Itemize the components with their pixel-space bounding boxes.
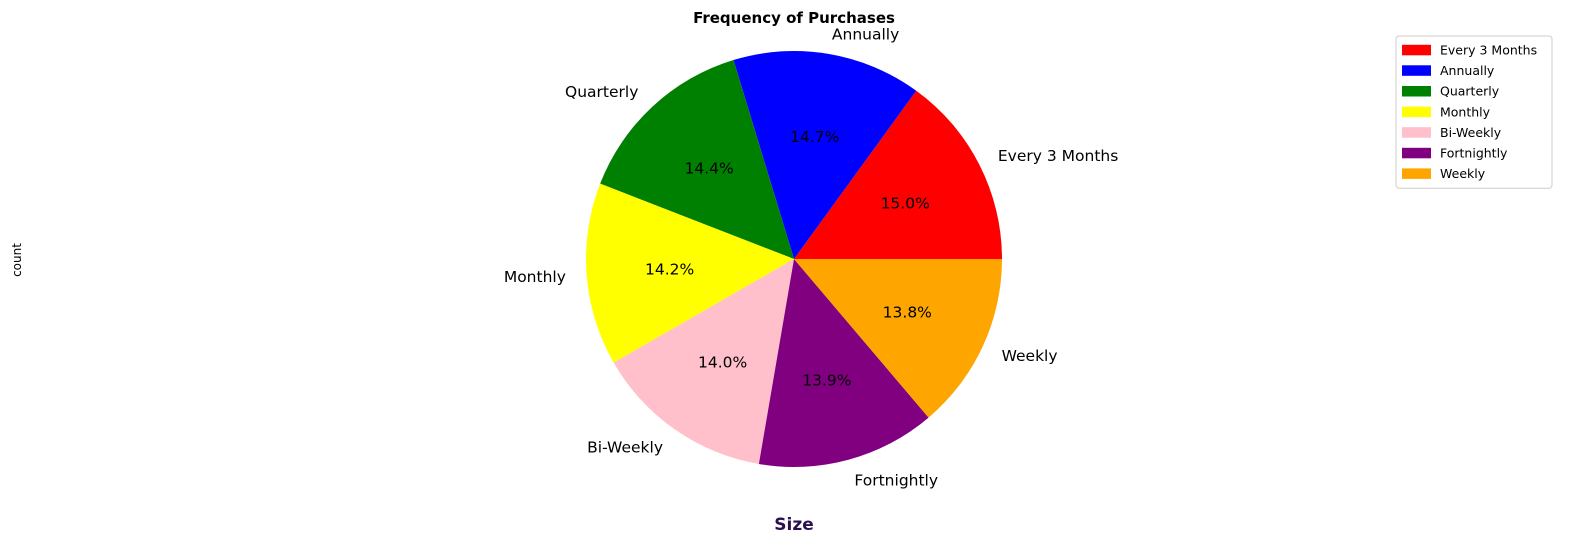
slice-label-weekly: Weekly [1002, 347, 1058, 365]
legend-label-fortnightly: Fortnightly [1440, 146, 1508, 161]
y-axis-label: count [10, 243, 24, 277]
pct-label-fortnightly: 13.9% [802, 371, 851, 389]
chart-title: Frequency of Purchases [693, 9, 895, 27]
legend-label-monthly: Monthly [1440, 104, 1491, 119]
percentage-labels: 15.0% 14.7% 14.4% 14.2% 14.0% 13.9% 13.8% [645, 128, 932, 390]
legend-label-weekly: Weekly [1440, 166, 1486, 181]
legend-frame [1395, 35, 1553, 189]
pct-label-weekly: 13.8% [883, 303, 932, 321]
pie-slice-every-3-months [794, 90, 1002, 259]
pct-label-quarterly: 14.4% [684, 160, 733, 178]
legend-label-annually: Annually [1440, 63, 1495, 78]
legend-label-quarterly: Quarterly [1440, 84, 1500, 99]
legend-swatch-annually [1402, 65, 1431, 76]
pct-label-monthly: 14.2% [645, 260, 694, 278]
x-axis-label: Size [774, 515, 814, 535]
pie-slice-weekly [794, 259, 1002, 418]
slice-label-quarterly: Quarterly [565, 83, 638, 101]
slice-label-monthly: Monthly [504, 268, 566, 286]
pie-slice-monthly [586, 183, 794, 363]
legend-swatch-every-3-months [1402, 44, 1431, 56]
pie-slice-quarterly [600, 60, 794, 259]
slice-label-fortnightly: Fortnightly [854, 472, 938, 490]
legend-swatch-quarterly [1402, 86, 1431, 97]
pct-label-bi-weekly: 14.0% [698, 353, 747, 371]
slice-label-every-3-months: Every 3 Months [998, 147, 1118, 165]
pie-slices [586, 50, 1002, 467]
pct-label-annually: 14.7% [790, 128, 839, 146]
legend: Every 3 Months Annually Quarterly Monthly Bi… [1395, 35, 1553, 189]
slice-label-annually: Annually [832, 25, 899, 43]
slice-labels: Every 3 Months Annually Quarterly Monthly Bi… [504, 25, 1118, 489]
legend-swatch-weekly [1402, 168, 1431, 179]
legend-swatch-monthly [1402, 106, 1431, 118]
legend-label-bi-weekly: Bi-Weekly [1440, 125, 1502, 140]
slice-label-bi-weekly: Bi-Weekly [587, 439, 663, 457]
pie-slice-annually [733, 50, 917, 259]
legend-label-every-3-months: Every 3 Months [1440, 43, 1537, 58]
pie-slice-bi-weekly [613, 259, 794, 465]
legend-swatch-fortnightly [1402, 147, 1431, 159]
legend-swatch-bi-weekly [1402, 127, 1431, 138]
pie-slice-fortnightly [758, 259, 929, 467]
pct-label-every-3-months: 15.0% [881, 194, 930, 212]
